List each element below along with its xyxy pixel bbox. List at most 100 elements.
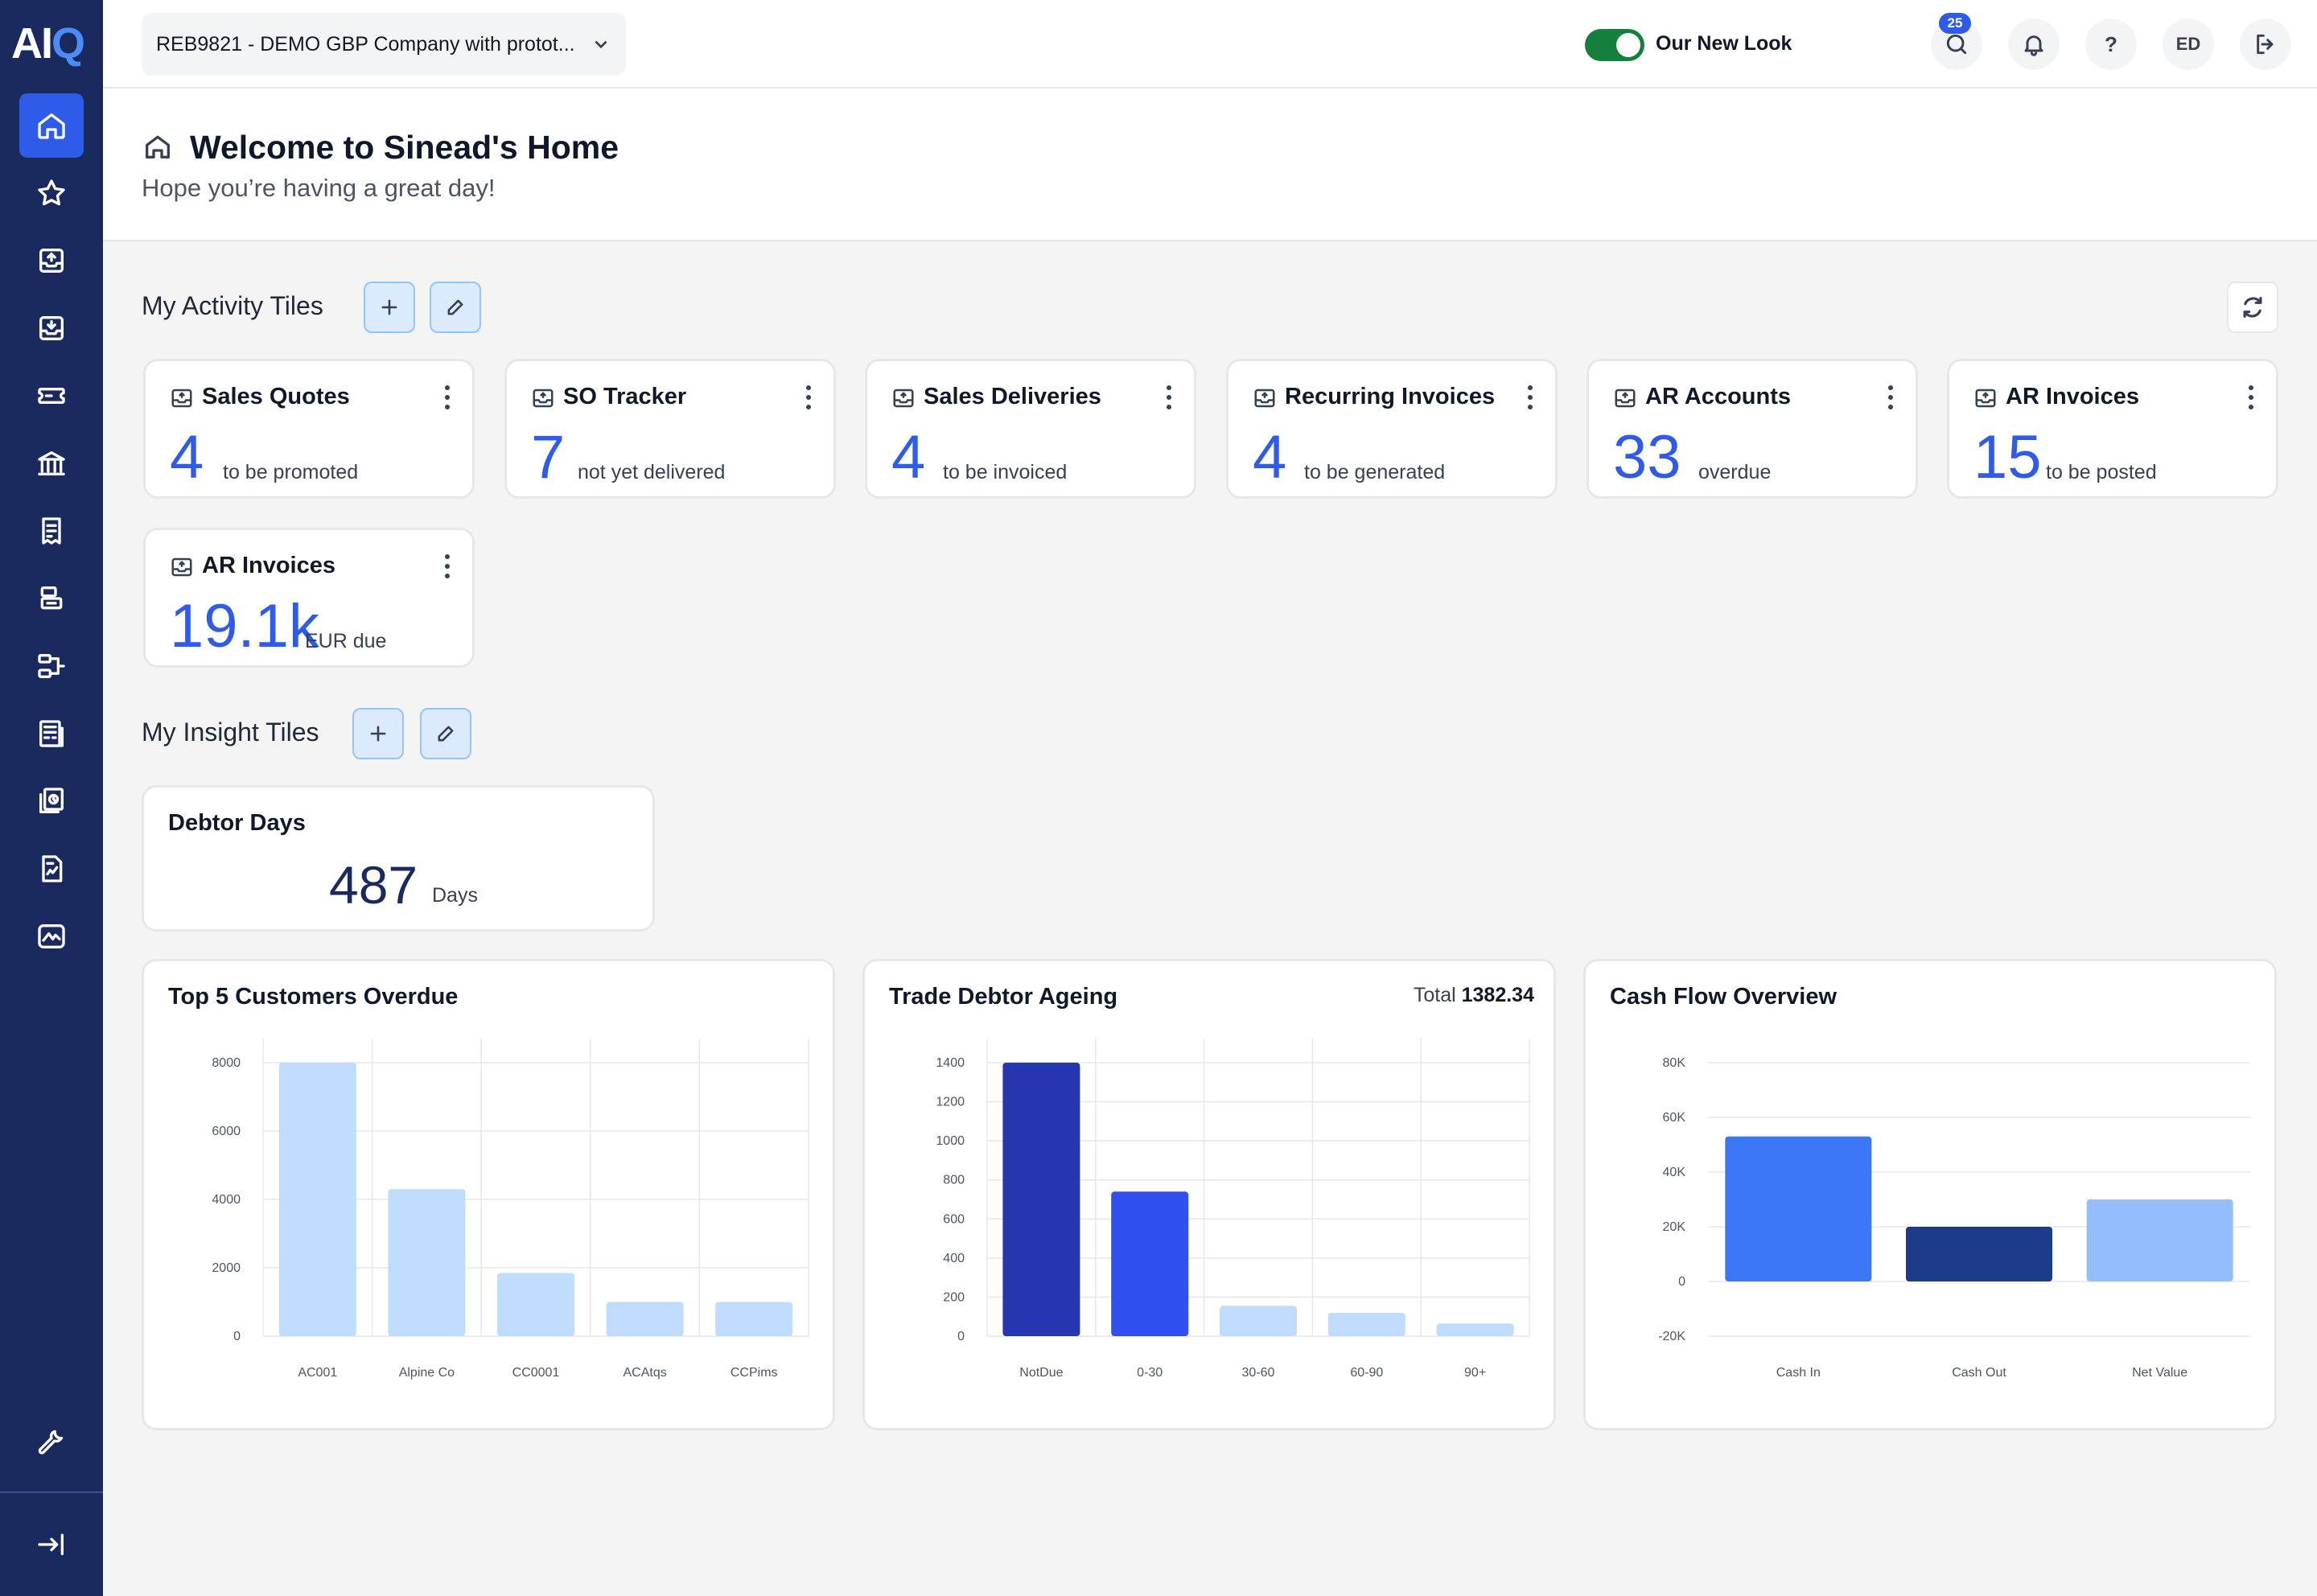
welcome-header: Welcome to Sinead's Home Hope you’re hav… <box>103 88 2317 241</box>
tray-icon <box>1253 386 1277 410</box>
company-selector[interactable]: REB9821 - DEMO GBP Company with protot..… <box>142 13 626 76</box>
activity-tile-ar-invoices-due[interactable]: AR Invoices 19.1k EUR due <box>143 528 475 668</box>
refresh-button[interactable] <box>2227 282 2278 333</box>
nav-sales[interactable] <box>19 228 84 293</box>
more-options-icon[interactable] <box>443 385 451 409</box>
nav-ledger[interactable] <box>19 499 84 563</box>
logout-button[interactable] <box>2240 19 2291 70</box>
search-button[interactable] <box>1931 19 1982 70</box>
nav-analytics[interactable] <box>19 904 84 969</box>
sidebar-divider <box>0 1491 103 1493</box>
inventory-icon <box>40 586 63 610</box>
more-options-icon[interactable] <box>805 385 813 409</box>
y-tick-label: 800 <box>943 1174 965 1187</box>
add-activity-tile-button[interactable] <box>364 282 415 333</box>
tile-value: 15 <box>1973 423 2042 492</box>
y-tick-label: 1000 <box>936 1134 965 1148</box>
activity-tile-ar-invoices[interactable]: AR Invoices 15 to be posted <box>1947 359 2278 499</box>
x-tick-label: 30-60 <box>1242 1366 1275 1380</box>
tile-unit: not yet delivered <box>578 461 726 483</box>
more-options-icon[interactable] <box>1526 385 1534 409</box>
nav-banking[interactable] <box>19 431 84 496</box>
x-tick-label: AC001 <box>298 1366 337 1380</box>
report-icon <box>39 720 64 747</box>
tile-value: 4 <box>891 423 926 492</box>
chart-bar <box>497 1273 574 1336</box>
bell-icon <box>2024 35 2043 56</box>
tray-icon <box>891 386 916 410</box>
tray-icon <box>1973 386 1998 410</box>
tile-unit: to be generated <box>1304 461 1446 483</box>
chart-title: Top 5 Customers Overdue <box>168 984 459 1010</box>
nav-workflow[interactable] <box>19 634 84 698</box>
tile-title: Recurring Invoices <box>1285 384 1496 409</box>
nav-purchases[interactable] <box>19 296 84 360</box>
wrench-icon <box>38 1429 64 1454</box>
activity-tile-ar-accounts[interactable]: AR Accounts 33 overdue <box>1587 359 1918 499</box>
activity-tile-sales-deliveries[interactable]: Sales Deliveries 4 to be invoiced <box>865 359 1196 499</box>
more-options-icon[interactable] <box>1165 385 1173 409</box>
ledger-icon <box>42 517 61 545</box>
nav-analysis-docs[interactable] <box>19 837 84 901</box>
chart-bar <box>278 1063 356 1336</box>
y-tick-label: 1200 <box>936 1096 965 1109</box>
page-title: Welcome to Sinead's Home <box>190 129 619 166</box>
add-insight-tile-button[interactable] <box>352 708 404 759</box>
plus-icon <box>381 299 397 315</box>
tile-value: 7 <box>531 423 566 492</box>
ticket-icon <box>38 388 65 404</box>
insight-title: Debtor Days <box>168 810 306 836</box>
y-tick-label: 2000 <box>212 1261 241 1275</box>
document-chart-icon <box>42 855 63 882</box>
nav-tickets[interactable] <box>19 364 84 428</box>
more-options-icon[interactable] <box>1887 385 1895 409</box>
y-tick-label: 60K <box>1663 1111 1686 1125</box>
top-bar: REB9821 - DEMO GBP Company with protot..… <box>103 0 2317 88</box>
logout-icon <box>2257 34 2274 55</box>
more-options-icon[interactable] <box>2247 385 2255 409</box>
activity-tile-recurring-invoices[interactable]: Recurring Invoices 4 to be generated <box>1226 359 1558 499</box>
help-button[interactable]: ? <box>2085 19 2137 70</box>
edit-insight-tiles-button[interactable] <box>420 708 471 759</box>
x-tick-label: CC0001 <box>512 1366 560 1380</box>
y-tick-label: 40K <box>1663 1166 1686 1179</box>
activity-tile-so-tracker[interactable]: SO Tracker 7 not yet delivered <box>504 359 836 499</box>
insight-tiles-heading: My Insight Tiles <box>142 718 319 747</box>
activity-tile-sales-quotes[interactable]: Sales Quotes 4 to be promoted <box>143 359 475 499</box>
pencil-icon <box>447 299 463 315</box>
tile-title: Sales Deliveries <box>924 384 1101 409</box>
y-tick-label: 1400 <box>936 1056 965 1070</box>
chart-title: Trade Debtor Ageing <box>889 984 1118 1010</box>
notifications-button[interactable] <box>2008 19 2060 70</box>
chart-bar <box>2086 1199 2233 1281</box>
new-look-label: Our New Look <box>1656 32 1792 55</box>
nav-favourites[interactable] <box>19 161 84 225</box>
notification-count-badge: 25 <box>1939 13 1971 34</box>
user-avatar-button[interactable]: ED <box>2163 19 2214 70</box>
expand-sidebar-button[interactable] <box>19 1512 84 1577</box>
nav-home[interactable] <box>19 93 84 158</box>
nav-settings[interactable] <box>19 1409 84 1474</box>
y-tick-label: 8000 <box>212 1056 241 1070</box>
nav-documents[interactable] <box>19 769 84 833</box>
toggle-knob <box>1616 33 1640 57</box>
x-tick-label: Alpine Co <box>399 1366 455 1380</box>
search-icon <box>1946 34 1967 55</box>
y-tick-label: 0 <box>233 1330 241 1343</box>
insight-tile-debtor-days[interactable]: Debtor Days 487 Days <box>142 785 655 932</box>
nav-inventory[interactable] <box>19 566 84 631</box>
debtor-ageing-chart: 0 200 400 600 800 1000 1200 1400 NotDue 0-30 30-60… <box>936 1039 1530 1380</box>
workflow-icon <box>38 654 65 678</box>
tile-value: 4 <box>170 423 204 492</box>
more-options-icon[interactable] <box>443 554 451 578</box>
nav-reports[interactable] <box>19 701 84 766</box>
chart-bar <box>1906 1227 2052 1281</box>
user-initials: ED <box>2175 34 2201 54</box>
app-logo[interactable]: AIQ <box>11 19 85 68</box>
tile-unit: EUR due <box>305 630 387 652</box>
cash-flow-chart: -20K 0 20K 40K 60K 80K Cash In Cash Out Net Valu… <box>1658 1056 2250 1380</box>
new-look-toggle[interactable] <box>1585 29 1644 61</box>
edit-activity-tiles-button[interactable] <box>430 282 481 333</box>
y-tick-label: 80K <box>1663 1056 1686 1070</box>
tile-unit: overdue <box>1698 461 1772 483</box>
